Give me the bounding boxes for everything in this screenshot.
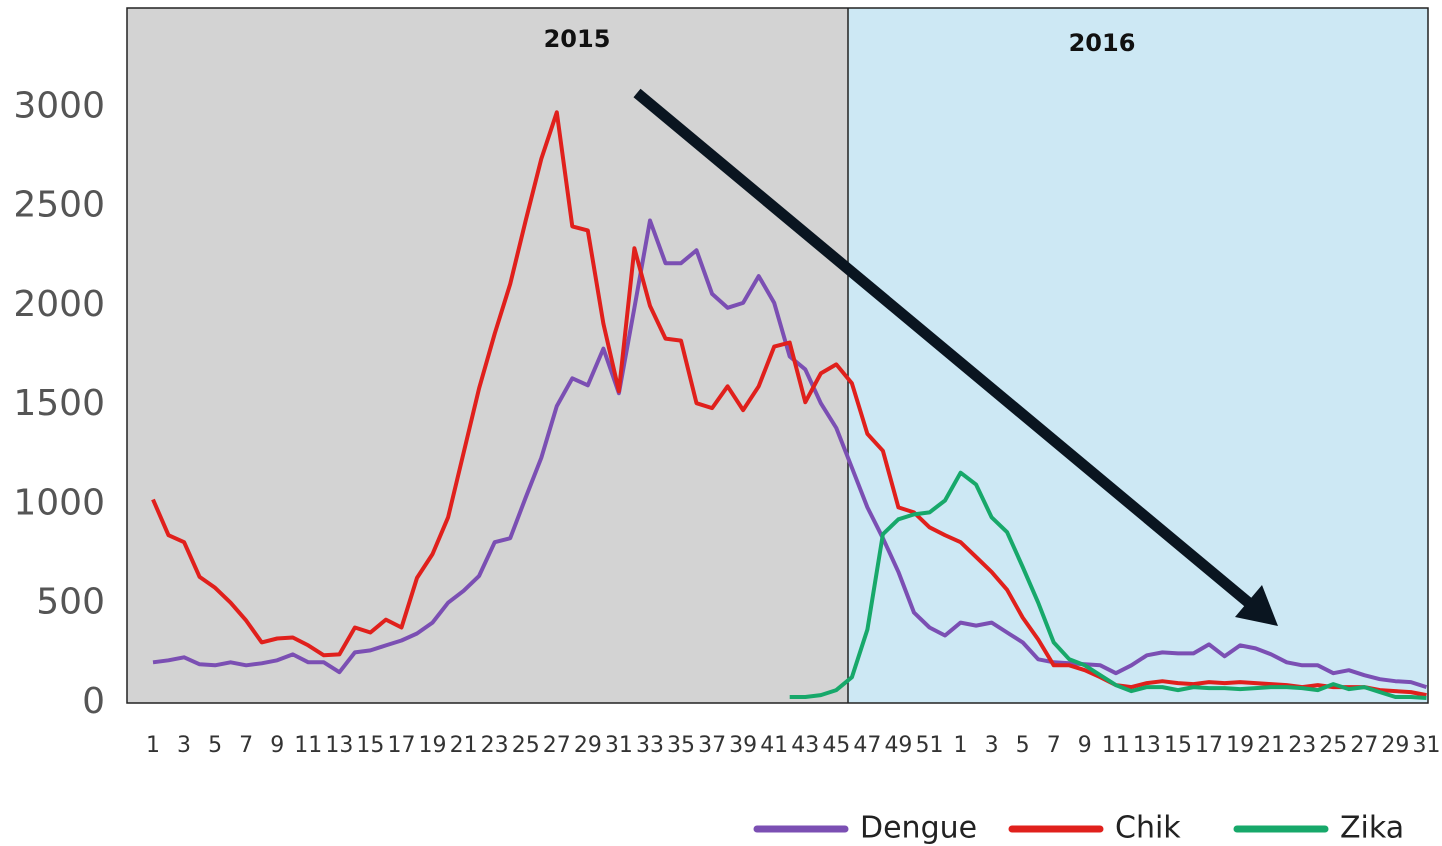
- series-line: [152, 218, 1428, 690]
- x-tick-label: 29: [1381, 733, 1409, 758]
- x-tick-label: 41: [760, 733, 788, 758]
- plot-frame: [126, 7, 1429, 704]
- x-tick-label: 21: [450, 733, 478, 758]
- x-tick-label: 27: [543, 733, 571, 758]
- y-tick-label: 0: [82, 681, 105, 722]
- series-line: [789, 470, 1427, 700]
- arrow-shaft: [633, 88, 1259, 613]
- series-line: [151, 110, 1427, 698]
- region: [848, 8, 1428, 703]
- x-tick-label: 43: [791, 733, 819, 758]
- y-tick-label: 3000: [13, 85, 105, 126]
- x-tick-label: 11: [294, 733, 322, 758]
- x-tick-label: 47: [853, 733, 881, 758]
- y-tick-label: 500: [36, 582, 105, 623]
- legend-label: Chik: [1115, 811, 1181, 846]
- y-tick-label: 1000: [13, 482, 105, 523]
- region-label: 2015: [544, 25, 611, 53]
- trend-arrow: [633, 88, 1278, 626]
- y-tick-label: 2000: [13, 284, 105, 325]
- x-tick-label: 13: [325, 733, 353, 758]
- plot-area: [151, 110, 1428, 700]
- x-tick-label: 35: [667, 733, 695, 758]
- y-tick-label: 1500: [13, 383, 105, 424]
- x-tick-label: 23: [1288, 733, 1316, 758]
- x-tick-label: 23: [481, 733, 509, 758]
- x-tick-label: 15: [1164, 733, 1192, 758]
- x-tick-label: 5: [208, 733, 222, 758]
- x-tick-label: 19: [419, 733, 447, 758]
- x-tick-label: 49: [884, 733, 912, 758]
- arrow-head: [1235, 585, 1278, 626]
- x-tick-label: 45: [822, 733, 850, 758]
- x-tick-label: 3: [177, 733, 191, 758]
- x-tick-label: 7: [239, 733, 253, 758]
- x-tick-label: 3: [985, 733, 999, 758]
- x-tick-label: 11: [1102, 733, 1130, 758]
- x-tick-label: 51: [916, 733, 944, 758]
- background: 2015 2016: [126, 7, 1429, 704]
- x-tick-label: 21: [1257, 733, 1285, 758]
- x-tick-label: 29: [574, 733, 602, 758]
- x-tick-label: 1: [146, 733, 160, 758]
- x-tick-label: 25: [512, 733, 540, 758]
- x-tick-label: 31: [1412, 733, 1440, 758]
- x-tick-label: 19: [1226, 733, 1254, 758]
- x-tick-label: 7: [1047, 733, 1061, 758]
- y-tick-label: 2500: [13, 185, 105, 226]
- x-tick-label: 31: [605, 733, 633, 758]
- x-tick-label: 9: [270, 733, 284, 758]
- x-tick-label: 33: [636, 733, 664, 758]
- x-tick-label: 17: [1195, 733, 1223, 758]
- x-tick-label: 13: [1133, 733, 1161, 758]
- x-tick-label: 15: [356, 733, 384, 758]
- x-tick-label: 25: [1319, 733, 1347, 758]
- x-tick-label: 37: [698, 733, 726, 758]
- x-tick-label: 9: [1078, 733, 1092, 758]
- region-label: 2016: [1069, 29, 1136, 57]
- x-tick-label: 17: [387, 733, 415, 758]
- x-tick-label: 1: [954, 733, 968, 758]
- legend-label: Zika: [1340, 811, 1404, 846]
- legend-label: Dengue: [860, 811, 977, 846]
- x-tick-label: 27: [1350, 733, 1378, 758]
- x-tick-label: 5: [1016, 733, 1030, 758]
- x-tick-label: 39: [729, 733, 757, 758]
